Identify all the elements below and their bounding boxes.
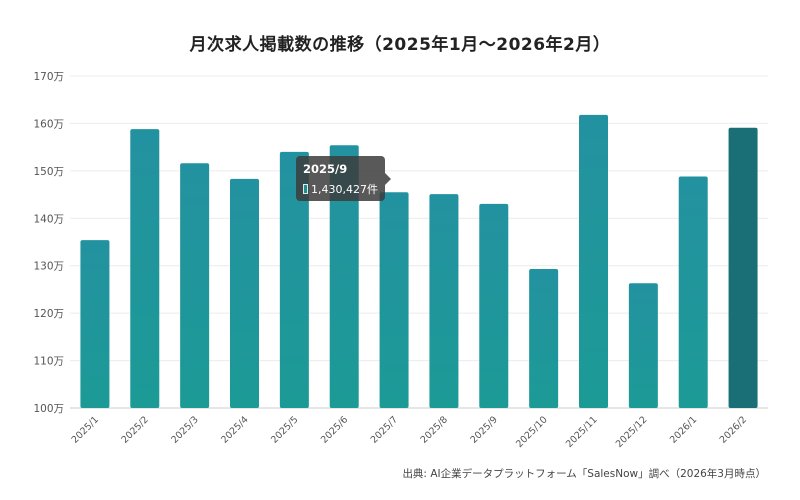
bar-2025-2[interactable] bbox=[130, 129, 160, 408]
hover-tooltip: 2025/9 1,430,427件 bbox=[296, 156, 391, 201]
x-tick-label: 2025/7 bbox=[369, 414, 400, 445]
x-tick-label: 2025/12 bbox=[614, 414, 650, 450]
bars bbox=[80, 114, 758, 409]
y-tick-label: 100万 bbox=[33, 403, 64, 415]
bar-2026-2[interactable] bbox=[728, 127, 758, 408]
x-tick-label: 2025/11 bbox=[564, 414, 600, 450]
y-tick-label: 150万 bbox=[33, 166, 64, 178]
tooltip-title: 2025/9 bbox=[303, 162, 348, 176]
x-tick-label: 2025/3 bbox=[169, 414, 200, 445]
y-tick-label: 140万 bbox=[33, 213, 64, 225]
y-tick-label: 120万 bbox=[33, 308, 64, 320]
bar-2025-7[interactable] bbox=[379, 192, 409, 408]
x-tick-label: 2026/1 bbox=[668, 414, 699, 445]
y-axis-labels: 100万 110万 120万 130万 140万 150万 160万 170万 bbox=[33, 71, 64, 415]
bar-2025-11[interactable] bbox=[579, 114, 608, 409]
bar-2025-8[interactable] bbox=[429, 194, 459, 408]
bar-2025-10[interactable] bbox=[529, 269, 559, 408]
x-tick-label: 2025/2 bbox=[119, 414, 150, 445]
bar-2025-4[interactable] bbox=[230, 178, 259, 408]
bar-2026-1[interactable] bbox=[678, 176, 708, 408]
bar-2025-12[interactable] bbox=[628, 283, 658, 408]
y-tick-label: 130万 bbox=[33, 261, 64, 273]
x-axis-labels: 2025/1 2025/2 2025/3 2025/4 2025/5 2025/6 2025… bbox=[70, 414, 750, 450]
x-tick-label: 2026/2 bbox=[718, 414, 749, 445]
x-tick-label: 2025/5 bbox=[269, 414, 300, 445]
x-tick-label: 2025/4 bbox=[219, 414, 250, 445]
bar-2025-6[interactable] bbox=[329, 145, 359, 408]
bar-2025-5[interactable] bbox=[279, 151, 309, 408]
x-tick-label: 2025/1 bbox=[70, 414, 101, 445]
tooltip-swatch bbox=[303, 184, 309, 194]
bar-2025-9[interactable] bbox=[479, 203, 509, 408]
y-tick-label: 170万 bbox=[33, 71, 64, 83]
x-tick-label: 2025/8 bbox=[419, 414, 450, 445]
tooltip-value: 1,430,427件 bbox=[311, 183, 378, 196]
y-tick-label: 160万 bbox=[33, 118, 64, 130]
bar-2025-1[interactable] bbox=[80, 240, 110, 408]
x-tick-label: 2025/9 bbox=[468, 414, 499, 445]
y-tick-label: 110万 bbox=[33, 356, 64, 368]
bar-2025-3[interactable] bbox=[180, 163, 210, 408]
grid-lines bbox=[70, 75, 768, 409]
x-tick-label: 2025/10 bbox=[514, 414, 550, 450]
x-tick-label: 2025/6 bbox=[319, 414, 350, 445]
source-note: 出典: AI企業データプラットフォーム「SalesNow」調べ（2026年3月時… bbox=[402, 468, 766, 480]
chart-title: 月次求人掲載数の推移（2025年1月〜2026年2月） bbox=[189, 35, 611, 55]
